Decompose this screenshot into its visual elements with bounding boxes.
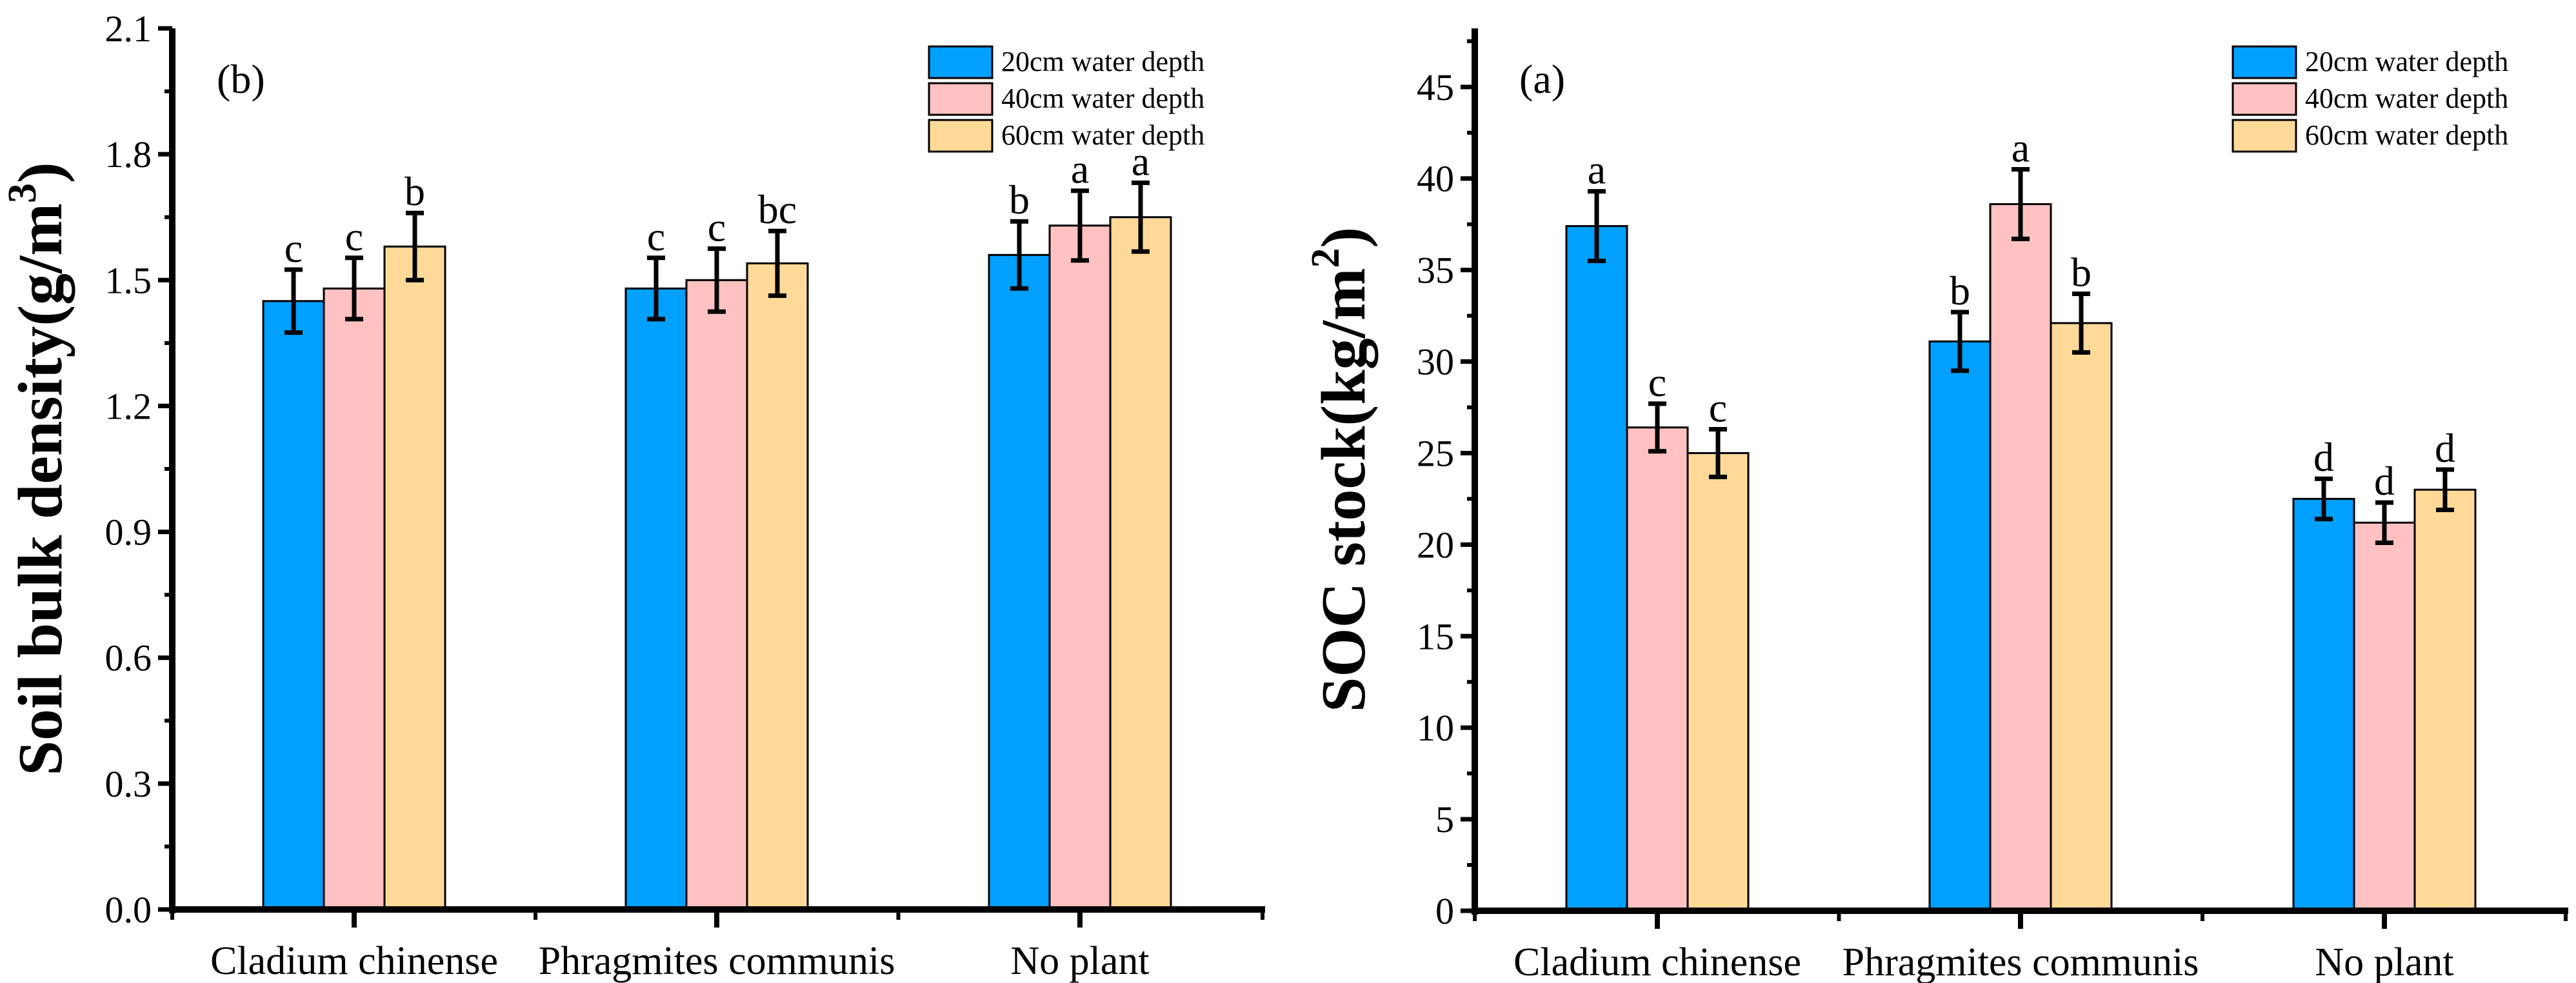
significance-letter: c: [345, 213, 363, 259]
y-tick-label: 40: [1417, 158, 1454, 200]
y-tick-label: 1.5: [105, 259, 152, 301]
significance-letter: d: [2435, 425, 2455, 471]
y-tick-label: 1.8: [105, 134, 152, 175]
bar-40cm: [1989, 203, 2052, 912]
bar-60cm: [2413, 488, 2477, 912]
significance-letter: a: [2012, 125, 2030, 171]
y-tick-label: 35: [1417, 250, 1454, 292]
bar-20cm: [2292, 497, 2355, 912]
y-tick-label: 15: [1417, 615, 1454, 657]
y-axis-title-end: ): [6, 162, 75, 183]
y-axis-title: SOC stock(kg/m2): [1304, 227, 1379, 712]
legend-swatch-40cm: [928, 82, 993, 116]
legend-label: 60cm water depth: [1001, 119, 1204, 151]
y-tick-label: 25: [1417, 432, 1454, 474]
bar-60cm: [1686, 452, 1750, 912]
panel-label: (b): [217, 56, 265, 102]
y-tick-label: 45: [1417, 66, 1454, 108]
y-axis-title: Soil bulk density(g/m3): [1, 162, 75, 775]
significance-letter: c: [285, 225, 303, 271]
significance-letter: a: [1132, 138, 1150, 184]
legend-swatch-20cm: [2232, 45, 2297, 79]
significance-letter: b: [1950, 268, 1970, 313]
significance-letter: d: [2374, 458, 2395, 504]
significance-letter: bc: [758, 186, 797, 232]
legend-label: 40cm water depth: [1001, 83, 1204, 114]
y-tick-label: 0.3: [105, 763, 152, 805]
significance-letter: d: [2313, 434, 2334, 480]
legend-swatch-40cm: [2232, 82, 2297, 116]
significance-letter: b: [1009, 177, 1030, 223]
bar-20cm: [1565, 225, 1628, 912]
bar-40cm: [685, 279, 748, 911]
bar-40cm: [1048, 224, 1112, 911]
legend-swatch-20cm: [928, 45, 993, 79]
legend-swatch-60cm: [2232, 119, 2297, 153]
significance-letter: b: [404, 168, 425, 214]
y-axis-title-superscript: 2: [1304, 248, 1348, 268]
significance-letter: a: [1588, 147, 1606, 193]
x-tick-label: Cladium chinense: [1513, 940, 1801, 983]
y-tick-label: 1.2: [105, 385, 152, 427]
bar-20cm: [262, 300, 325, 911]
legend-label: 20cm water depth: [1001, 46, 1204, 77]
y-axis-title-text: SOC stock(kg/m: [1309, 268, 1379, 712]
legend: 20cm water depth 40cm water depth 60cm wat…: [2232, 45, 2508, 153]
x-tick-label: Cladium chinense: [210, 939, 498, 983]
bar-20cm: [988, 253, 1051, 911]
y-tick-label: 0: [1435, 890, 1454, 932]
panel-label: (a): [1519, 56, 1565, 102]
y-tick-label: 10: [1417, 707, 1454, 749]
y-tick-label: 5: [1435, 799, 1454, 840]
y-axis-title-end: ): [1309, 227, 1379, 248]
y-tick-label: 2.1: [105, 8, 152, 50]
legend: 20cm water depth 40cm water depth 60cm wat…: [928, 45, 1204, 153]
bar-60cm: [1109, 216, 1172, 911]
significance-letter: c: [1709, 385, 1727, 431]
legend-swatch-60cm: [928, 119, 993, 153]
x-tick-label: No plant: [2315, 940, 2453, 983]
legend-label: 40cm water depth: [2305, 83, 2508, 114]
y-tick-label: 0.9: [105, 511, 152, 553]
significance-letter: a: [1071, 146, 1089, 192]
y-tick-label: 20: [1417, 524, 1454, 566]
bar-60cm: [383, 245, 446, 911]
x-tick-label: No plant: [1010, 939, 1149, 983]
significance-letter: c: [647, 213, 665, 259]
bar-20cm: [624, 287, 688, 911]
y-tick-label: 30: [1417, 341, 1454, 383]
significance-letter: c: [708, 204, 726, 250]
bar-40cm: [1626, 426, 1689, 912]
y-axis-title-superscript: 3: [1, 183, 45, 203]
x-tick-label: Phragmites communis: [1842, 940, 2199, 983]
y-axis-title-text: Soil bulk density(g/m: [6, 203, 75, 776]
bar-40cm: [2353, 521, 2416, 912]
chart-panel-a: a b d c a d c b d 0 5 10 15 20 25 30 35 40 45 Cladium chine…: [1304, 28, 2568, 983]
bar-20cm: [1928, 340, 1992, 912]
chart-panel-b: c cbc cab bca0.00.30.60.91.21.51.82.1Cladiu…: [1, 8, 1265, 983]
x-tick-label: Phragmites communis: [539, 939, 895, 983]
bar-60cm: [746, 262, 809, 911]
legend-label: 20cm water depth: [2305, 46, 2508, 77]
legend-label: 60cm water depth: [2305, 119, 2508, 151]
bar-40cm: [323, 287, 386, 911]
bar-60cm: [2050, 322, 2113, 912]
y-tick-label: 0.0: [105, 889, 152, 931]
significance-letter: b: [2071, 250, 2092, 295]
significance-letter: c: [1648, 359, 1666, 405]
y-tick-label: 0.6: [105, 637, 152, 679]
